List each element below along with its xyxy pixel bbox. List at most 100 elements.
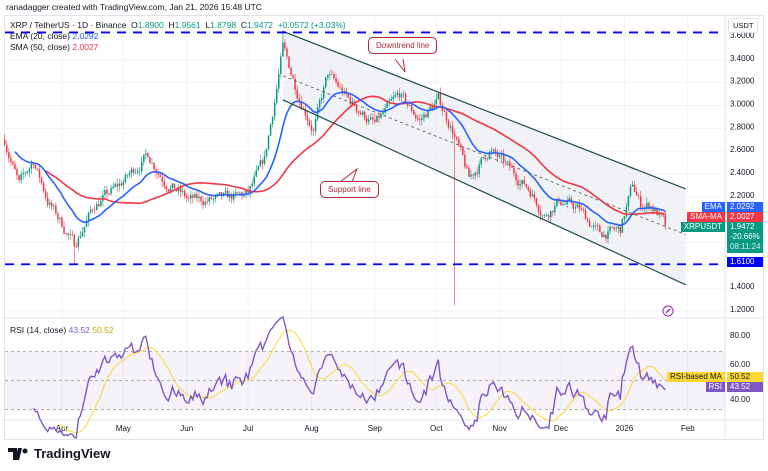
candle bbox=[265, 148, 268, 159]
candle-body bbox=[535, 198, 538, 206]
candle-body bbox=[226, 190, 229, 198]
candle-body bbox=[357, 111, 360, 113]
candle-body bbox=[210, 197, 213, 200]
candle-body bbox=[617, 226, 619, 229]
candle-body bbox=[306, 115, 309, 121]
candle bbox=[275, 84, 278, 106]
candle bbox=[179, 183, 182, 198]
candle bbox=[118, 178, 121, 192]
candle-body bbox=[245, 190, 247, 195]
candle bbox=[562, 198, 564, 206]
candle-body bbox=[474, 172, 476, 176]
candle-body bbox=[323, 87, 325, 99]
candle-body bbox=[484, 157, 487, 160]
sma-legend: SMA (50, close) 2.0027 bbox=[10, 42, 346, 53]
candle-body bbox=[112, 186, 114, 189]
candle-body bbox=[496, 152, 499, 157]
candle bbox=[363, 110, 366, 121]
candle bbox=[134, 168, 137, 175]
candle bbox=[365, 114, 368, 126]
candle bbox=[629, 183, 632, 198]
lower-channel-line bbox=[282, 99, 686, 286]
candle bbox=[635, 186, 638, 196]
rsi-tick: 60.00 bbox=[730, 360, 751, 369]
candle-body bbox=[161, 177, 163, 182]
candle-body bbox=[562, 204, 564, 206]
candle bbox=[327, 74, 329, 81]
time-tick: Oct bbox=[430, 424, 443, 433]
candle-body bbox=[400, 94, 403, 98]
candle-body bbox=[482, 157, 485, 159]
rsi-ma-tag-name: RSI-based MA bbox=[666, 372, 725, 382]
candle bbox=[77, 235, 80, 251]
candle-body bbox=[331, 73, 333, 75]
candle bbox=[228, 191, 231, 202]
candle-body bbox=[415, 114, 417, 118]
support-annotation: Support line bbox=[320, 181, 379, 198]
candle-body bbox=[73, 234, 76, 247]
candle bbox=[100, 195, 102, 207]
candle bbox=[531, 189, 534, 197]
candle-body bbox=[629, 186, 632, 196]
candle bbox=[637, 194, 640, 200]
candle-body bbox=[586, 219, 589, 221]
candle-body bbox=[402, 93, 405, 95]
candle bbox=[114, 181, 116, 188]
ema-label[interactable]: EMA (20, close) bbox=[10, 31, 70, 41]
candle-body bbox=[298, 98, 300, 102]
candle-body bbox=[316, 107, 319, 120]
candle bbox=[505, 158, 507, 167]
symbol-title[interactable]: XRP / TetherUS · 1D · Binance bbox=[10, 20, 127, 30]
candle-body bbox=[384, 107, 386, 113]
candle-body bbox=[582, 209, 585, 211]
candle bbox=[263, 150, 266, 166]
candle-body bbox=[611, 226, 613, 228]
candle-body bbox=[18, 175, 20, 181]
candle-body bbox=[28, 168, 31, 172]
alert-icon-glyph bbox=[665, 308, 671, 314]
candle-body bbox=[382, 112, 384, 114]
tradingview-logo[interactable]: TradingView bbox=[8, 446, 110, 461]
candle-body bbox=[124, 175, 127, 183]
candle-body bbox=[460, 144, 462, 148]
rsi-label[interactable]: RSI (14, close) bbox=[10, 325, 67, 335]
candle-body bbox=[141, 161, 143, 172]
candle-body bbox=[423, 114, 425, 119]
candle bbox=[633, 180, 636, 193]
rsi-tag-value: 43.52 bbox=[727, 382, 763, 392]
candle-body bbox=[494, 149, 497, 153]
candle-body bbox=[206, 201, 208, 203]
candle-body bbox=[588, 220, 591, 227]
alert-icon-ring bbox=[662, 305, 674, 317]
candle bbox=[511, 162, 513, 168]
price-tick: 3.4000 bbox=[730, 54, 755, 63]
currency-button[interactable]: USDT bbox=[728, 18, 759, 33]
candle-body bbox=[44, 191, 47, 198]
candle bbox=[306, 110, 309, 126]
candle bbox=[73, 233, 76, 265]
candle-body bbox=[404, 93, 407, 102]
candle bbox=[335, 73, 337, 85]
candle-body bbox=[613, 227, 615, 229]
candle-body bbox=[421, 118, 423, 121]
low-label: L bbox=[205, 20, 211, 30]
candle bbox=[472, 174, 474, 180]
candle-body bbox=[208, 197, 210, 202]
candle bbox=[212, 197, 215, 205]
candle-body bbox=[529, 189, 532, 197]
alert-icon[interactable] bbox=[662, 305, 674, 317]
candle-body bbox=[32, 163, 35, 165]
price-tick: 2.4000 bbox=[730, 168, 755, 177]
candle-body bbox=[584, 210, 587, 220]
candle bbox=[590, 225, 593, 227]
candle bbox=[124, 172, 127, 184]
time-tick: Feb bbox=[681, 424, 695, 433]
sma-label[interactable]: SMA (50, close) bbox=[10, 42, 70, 52]
candle bbox=[488, 150, 491, 161]
candle bbox=[40, 176, 43, 186]
candle-body bbox=[282, 42, 284, 57]
candle-body bbox=[476, 172, 478, 174]
candle bbox=[490, 146, 493, 156]
candle bbox=[130, 166, 133, 178]
